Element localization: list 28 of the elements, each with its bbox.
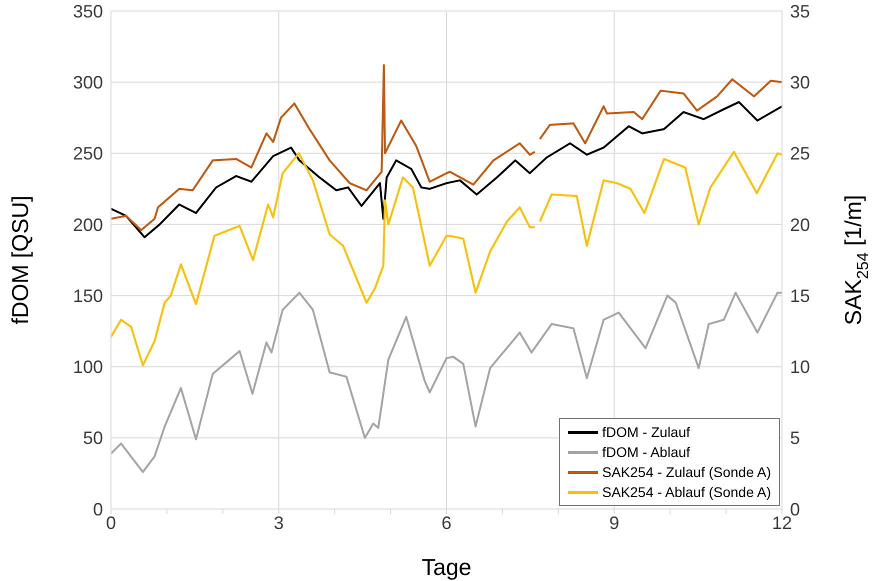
legend-label: fDOM - Zulauf — [602, 423, 690, 442]
y2-tick-label: 20 — [790, 214, 810, 235]
y-tick-label: 300 — [72, 72, 103, 93]
y2-tick-label: 30 — [790, 72, 810, 93]
y2-tick-label: 0 — [790, 499, 800, 520]
y-tick-label: 150 — [72, 286, 103, 306]
y2-tick-label: 5 — [790, 428, 800, 448]
y-tick-label: 250 — [72, 144, 103, 164]
x-tick-label: 6 — [441, 512, 452, 533]
x-axis-title: Tage — [422, 554, 472, 580]
x-tick-label: 0 — [106, 512, 116, 533]
x-tick-label: 3 — [274, 512, 284, 533]
y2-tick-label: 10 — [790, 357, 810, 378]
y2-tick-label: 25 — [790, 144, 810, 164]
y-tick-label: 200 — [72, 214, 103, 235]
y2-tick-label: 35 — [790, 1, 810, 22]
y-axis-title: fDOM [QSU] — [7, 195, 34, 325]
y-tick-label: 350 — [72, 1, 103, 22]
x-tick-label: 12 — [772, 512, 792, 533]
y-tick-label: 100 — [72, 357, 103, 378]
legend-label: SAK254 - Zulauf (Sonde A) — [602, 463, 771, 482]
line-series — [111, 101, 782, 238]
legend-label: SAK254 - Ablauf (Sonde A) — [602, 483, 771, 502]
y-tick-label: 0 — [92, 499, 103, 520]
y-tick-label: 50 — [82, 428, 103, 448]
x-tick-label: 9 — [609, 512, 620, 533]
legend-label: fDOM - Ablauf — [602, 443, 690, 462]
y2-tick-label: 15 — [790, 286, 810, 306]
